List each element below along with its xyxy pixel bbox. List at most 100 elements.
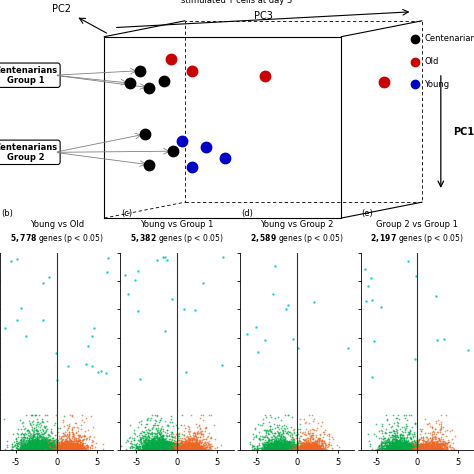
Point: [401, 438, 408, 446]
Point: [390, 445, 397, 452]
Point: [60, 444, 67, 452]
Point: [145, 444, 152, 451]
Point: [132, 444, 140, 451]
Point: [50, 442, 57, 450]
Point: [252, 323, 260, 330]
Point: [291, 441, 298, 448]
Point: [43, 445, 50, 453]
Point: [264, 444, 271, 451]
Point: [388, 445, 396, 453]
Point: [129, 444, 137, 451]
Point: [57, 435, 65, 442]
Point: [150, 443, 158, 450]
Point: [14, 447, 22, 454]
Point: [155, 445, 163, 453]
Point: [400, 446, 408, 453]
Point: [280, 429, 287, 437]
Point: [291, 443, 298, 450]
Point: [193, 446, 201, 453]
Point: [432, 445, 440, 453]
Point: [34, 440, 41, 448]
Point: [83, 441, 91, 449]
Point: [170, 446, 177, 454]
Point: [67, 446, 75, 454]
Point: [404, 443, 412, 451]
Point: [61, 443, 69, 451]
Point: [275, 445, 283, 452]
Point: [314, 444, 321, 452]
Point: [395, 445, 403, 452]
Point: [188, 441, 196, 448]
Point: [161, 437, 169, 445]
Point: [191, 446, 199, 453]
Point: [428, 432, 436, 439]
Point: [69, 445, 77, 452]
Point: [202, 425, 210, 432]
Point: [401, 423, 408, 430]
Point: [72, 446, 79, 454]
Point: [317, 438, 325, 445]
Point: [25, 442, 32, 449]
Point: [172, 446, 179, 453]
Point: [267, 433, 275, 441]
Point: [436, 440, 444, 447]
Point: [261, 444, 269, 452]
Point: [34, 443, 41, 451]
Point: [27, 446, 35, 454]
Point: [301, 445, 308, 452]
Point: [47, 445, 55, 453]
Point: [66, 441, 73, 448]
Point: [414, 440, 421, 448]
Point: [287, 439, 294, 447]
Point: [403, 446, 411, 453]
Point: [61, 446, 68, 453]
Point: [314, 445, 321, 453]
Point: [69, 445, 76, 453]
Point: [40, 445, 47, 452]
Point: [288, 445, 296, 452]
Point: [61, 438, 69, 445]
Point: [158, 444, 165, 451]
Point: [430, 446, 438, 453]
Point: [164, 446, 172, 454]
Point: [137, 438, 144, 446]
Point: [73, 441, 81, 449]
Point: [60, 439, 67, 447]
Point: [399, 431, 406, 438]
Point: [158, 445, 165, 452]
Point: [41, 445, 49, 453]
Point: [154, 443, 162, 450]
Point: [424, 447, 431, 454]
Point: [60, 446, 67, 453]
Point: [401, 445, 409, 452]
Point: [33, 435, 40, 442]
Point: [277, 445, 285, 452]
Point: [423, 443, 431, 451]
Point: [184, 446, 192, 453]
Point: [175, 440, 183, 448]
Point: [186, 446, 194, 453]
Point: [36, 445, 43, 453]
Point: [34, 438, 42, 446]
Point: [427, 444, 434, 452]
Point: [147, 436, 155, 443]
Point: [422, 441, 429, 449]
Point: [140, 445, 148, 453]
Point: [194, 429, 201, 437]
Point: [287, 444, 294, 452]
Point: [379, 439, 387, 447]
Point: [304, 440, 311, 447]
Point: [45, 440, 52, 448]
Point: [40, 439, 47, 447]
Point: [157, 442, 164, 450]
Point: [162, 446, 169, 454]
Point: [297, 438, 305, 446]
Point: [40, 441, 47, 448]
Point: [67, 441, 74, 449]
Point: [48, 440, 56, 447]
Point: [256, 432, 264, 440]
Point: [36, 445, 44, 452]
Point: [289, 445, 296, 453]
Point: [47, 440, 55, 448]
Point: [398, 446, 406, 453]
